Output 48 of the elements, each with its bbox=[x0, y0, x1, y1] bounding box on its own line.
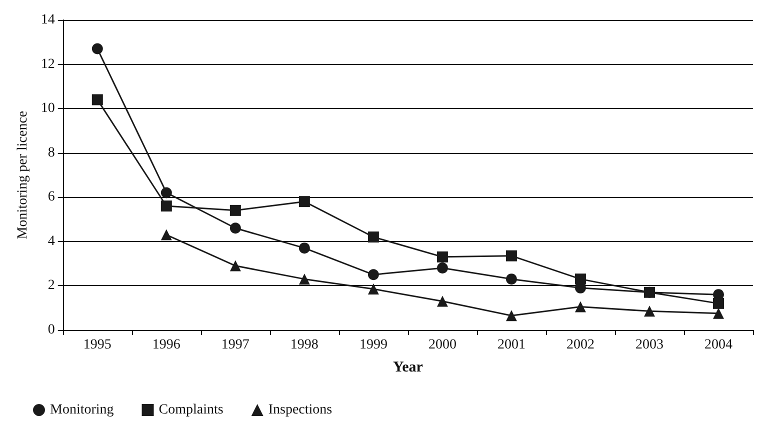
point bbox=[160, 200, 172, 212]
x-tick-label: 1995 bbox=[83, 338, 112, 352]
x-tick-label: 1998 bbox=[290, 338, 318, 352]
legend-label: Inspections bbox=[268, 402, 332, 418]
point bbox=[436, 262, 448, 274]
y-tick-label: 6 bbox=[48, 190, 55, 205]
point bbox=[298, 274, 310, 285]
point bbox=[368, 284, 379, 295]
point bbox=[298, 196, 310, 208]
point bbox=[574, 301, 586, 312]
y-axis-title: Monitoring per licence bbox=[16, 110, 30, 240]
point bbox=[436, 296, 448, 307]
x-tick-label: 2000 bbox=[428, 338, 456, 352]
point bbox=[506, 274, 517, 285]
y-tick-label: 12 bbox=[40, 56, 55, 72]
point bbox=[230, 260, 241, 272]
x-tick-label: 2003 bbox=[635, 338, 664, 352]
point bbox=[574, 274, 586, 285]
x-tick-label: 2002 bbox=[566, 338, 594, 352]
point bbox=[160, 229, 172, 240]
point bbox=[298, 242, 310, 254]
point bbox=[436, 251, 448, 262]
x-tick-label: 2004 bbox=[704, 338, 732, 352]
y-tick-label: 4 bbox=[48, 234, 55, 249]
point bbox=[368, 232, 379, 242]
y-tick-label: 2 bbox=[48, 278, 55, 294]
point bbox=[160, 187, 172, 198]
y-tick-label: 8 bbox=[48, 145, 55, 160]
point bbox=[712, 308, 724, 319]
x-tick-label: 2001 bbox=[497, 338, 526, 352]
point bbox=[92, 94, 103, 106]
point bbox=[368, 269, 379, 280]
legend-label: Monitoring bbox=[50, 402, 114, 418]
y-tick-label: 10 bbox=[40, 101, 55, 116]
point bbox=[506, 310, 517, 322]
point bbox=[712, 298, 724, 309]
y-tick-label: 14 bbox=[40, 12, 55, 28]
x-tick-label: 1999 bbox=[359, 338, 388, 352]
y-tick-label: 0 bbox=[48, 322, 55, 338]
x-axis-title: Year bbox=[392, 360, 424, 376]
point bbox=[506, 250, 517, 262]
point bbox=[230, 204, 241, 216]
point bbox=[644, 306, 655, 317]
x-tick-label: 1997 bbox=[221, 338, 250, 352]
x-tick-label: 1996 bbox=[152, 338, 180, 352]
point bbox=[92, 43, 103, 54]
point bbox=[230, 222, 241, 234]
legend-label: Complaints bbox=[158, 402, 224, 418]
